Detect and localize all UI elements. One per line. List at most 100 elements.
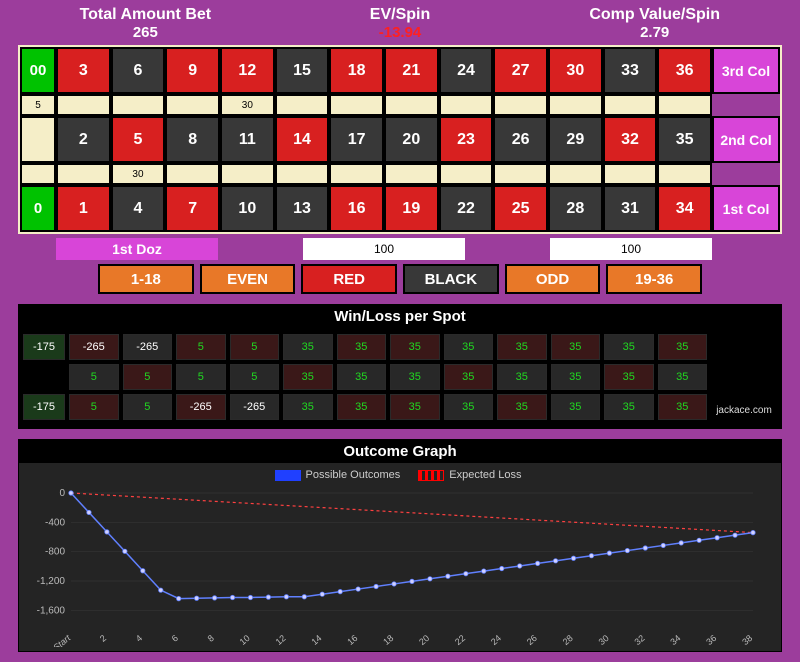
number-7[interactable]: 7 [165, 185, 220, 232]
bet-red-button[interactable]: RED [301, 264, 397, 294]
number-2[interactable]: 2 [56, 116, 111, 163]
wl-cell: 35 [337, 364, 387, 390]
number-32[interactable]: 32 [603, 116, 658, 163]
number-33[interactable]: 33 [603, 47, 658, 94]
number-21[interactable]: 21 [384, 47, 439, 94]
wl-cell: 35 [283, 364, 333, 390]
number-19[interactable]: 19 [384, 185, 439, 232]
split-gap[interactable] [56, 163, 111, 185]
number-29[interactable]: 29 [548, 116, 603, 163]
number-24[interactable]: 24 [439, 47, 494, 94]
split-gap[interactable] [603, 163, 658, 185]
split-gap[interactable] [329, 94, 384, 116]
wl-cell: 35 [390, 334, 440, 360]
wl-cell: 35 [337, 394, 387, 420]
number-26[interactable]: 26 [493, 116, 548, 163]
split-gap[interactable] [275, 163, 330, 185]
number-11[interactable]: 11 [220, 116, 275, 163]
number-14[interactable]: 14 [275, 116, 330, 163]
split-gap[interactable] [603, 94, 658, 116]
split-gap[interactable]: 30 [111, 163, 166, 185]
zero-gap2[interactable] [20, 163, 56, 185]
col-1-button[interactable]: 1st Col [712, 185, 780, 232]
number-3[interactable]: 3 [56, 47, 111, 94]
number-grid: 3691215182124273033363025811141720232629… [56, 47, 712, 232]
wl-cell: 35 [658, 394, 708, 420]
wl-cell: -265 [123, 334, 173, 360]
stat-comp-label: Comp Value/Spin [527, 6, 782, 24]
number-30[interactable]: 30 [548, 47, 603, 94]
number-27[interactable]: 27 [493, 47, 548, 94]
wl-cell: 35 [444, 364, 494, 390]
svg-text:24: 24 [489, 633, 503, 647]
wl-cell: 35 [283, 394, 333, 420]
number-28[interactable]: 28 [548, 185, 603, 232]
bet-19-36-button[interactable]: 19-36 [606, 264, 702, 294]
number-1[interactable]: 1 [56, 185, 111, 232]
split-gap[interactable]: 30 [220, 94, 275, 116]
dozen-3-bet[interactable]: 100 [548, 236, 714, 262]
svg-text:Start: Start [51, 633, 72, 647]
split-gap[interactable] [165, 163, 220, 185]
split-gap[interactable] [384, 163, 439, 185]
number-20[interactable]: 20 [384, 116, 439, 163]
split-gap[interactable] [657, 94, 712, 116]
split-gap[interactable] [439, 94, 494, 116]
split-gap[interactable] [165, 94, 220, 116]
split-gap[interactable] [548, 163, 603, 185]
svg-text:38: 38 [740, 633, 754, 647]
bet-black-button[interactable]: BLACK [403, 264, 499, 294]
svg-text:-1,200: -1,200 [37, 576, 66, 587]
bet-even-button[interactable]: EVEN [200, 264, 296, 294]
bet-1-18-button[interactable]: 1-18 [98, 264, 194, 294]
bet-odd-button[interactable]: ODD [505, 264, 601, 294]
dozen-2-bet[interactable]: 100 [301, 236, 467, 262]
split-gap[interactable] [111, 94, 166, 116]
number-13[interactable]: 13 [275, 185, 330, 232]
cell-00[interactable]: 00 [20, 47, 56, 94]
number-36[interactable]: 36 [657, 47, 712, 94]
cell-0[interactable]: 0 [20, 185, 56, 232]
winloss-grid: -265-26555353535353535353555553535353535… [67, 332, 709, 422]
zero-gap-bet[interactable]: 5 [20, 94, 56, 116]
number-12[interactable]: 12 [220, 47, 275, 94]
winloss-section: Win/Loss per Spot -175-175 -265-26555353… [18, 304, 782, 429]
number-17[interactable]: 17 [329, 116, 384, 163]
outcome-graph-title: Outcome Graph [19, 440, 781, 463]
number-9[interactable]: 9 [165, 47, 220, 94]
col-3-button[interactable]: 3rd Col [712, 47, 780, 94]
split-gap[interactable] [275, 94, 330, 116]
split-gap[interactable] [657, 163, 712, 185]
wl-cell: 35 [551, 334, 601, 360]
number-18[interactable]: 18 [329, 47, 384, 94]
number-8[interactable]: 8 [165, 116, 220, 163]
split-gap[interactable] [56, 94, 111, 116]
dozens-row: 1st Doz 100 100 [54, 236, 714, 262]
split-gap[interactable] [493, 94, 548, 116]
split-gap[interactable] [384, 94, 439, 116]
number-34[interactable]: 34 [657, 185, 712, 232]
number-35[interactable]: 35 [657, 116, 712, 163]
legend-blue-icon [275, 470, 301, 481]
split-gap[interactable] [329, 163, 384, 185]
number-4[interactable]: 4 [111, 185, 166, 232]
number-5[interactable]: 5 [111, 116, 166, 163]
number-10[interactable]: 10 [220, 185, 275, 232]
number-31[interactable]: 31 [603, 185, 658, 232]
svg-text:6: 6 [170, 633, 180, 644]
split-gap[interactable] [548, 94, 603, 116]
number-16[interactable]: 16 [329, 185, 384, 232]
number-23[interactable]: 23 [439, 116, 494, 163]
number-6[interactable]: 6 [111, 47, 166, 94]
dozen-1-button[interactable]: 1st Doz [54, 236, 220, 262]
split-gap[interactable] [493, 163, 548, 185]
col-2-button[interactable]: 2nd Col [712, 116, 780, 163]
split-gap[interactable] [220, 163, 275, 185]
number-15[interactable]: 15 [275, 47, 330, 94]
number-22[interactable]: 22 [439, 185, 494, 232]
winloss-title: Win/Loss per Spot [19, 305, 781, 328]
number-25[interactable]: 25 [493, 185, 548, 232]
svg-text:20: 20 [417, 633, 431, 647]
legend-expected: Expected Loss [418, 469, 521, 481]
split-gap[interactable] [439, 163, 494, 185]
